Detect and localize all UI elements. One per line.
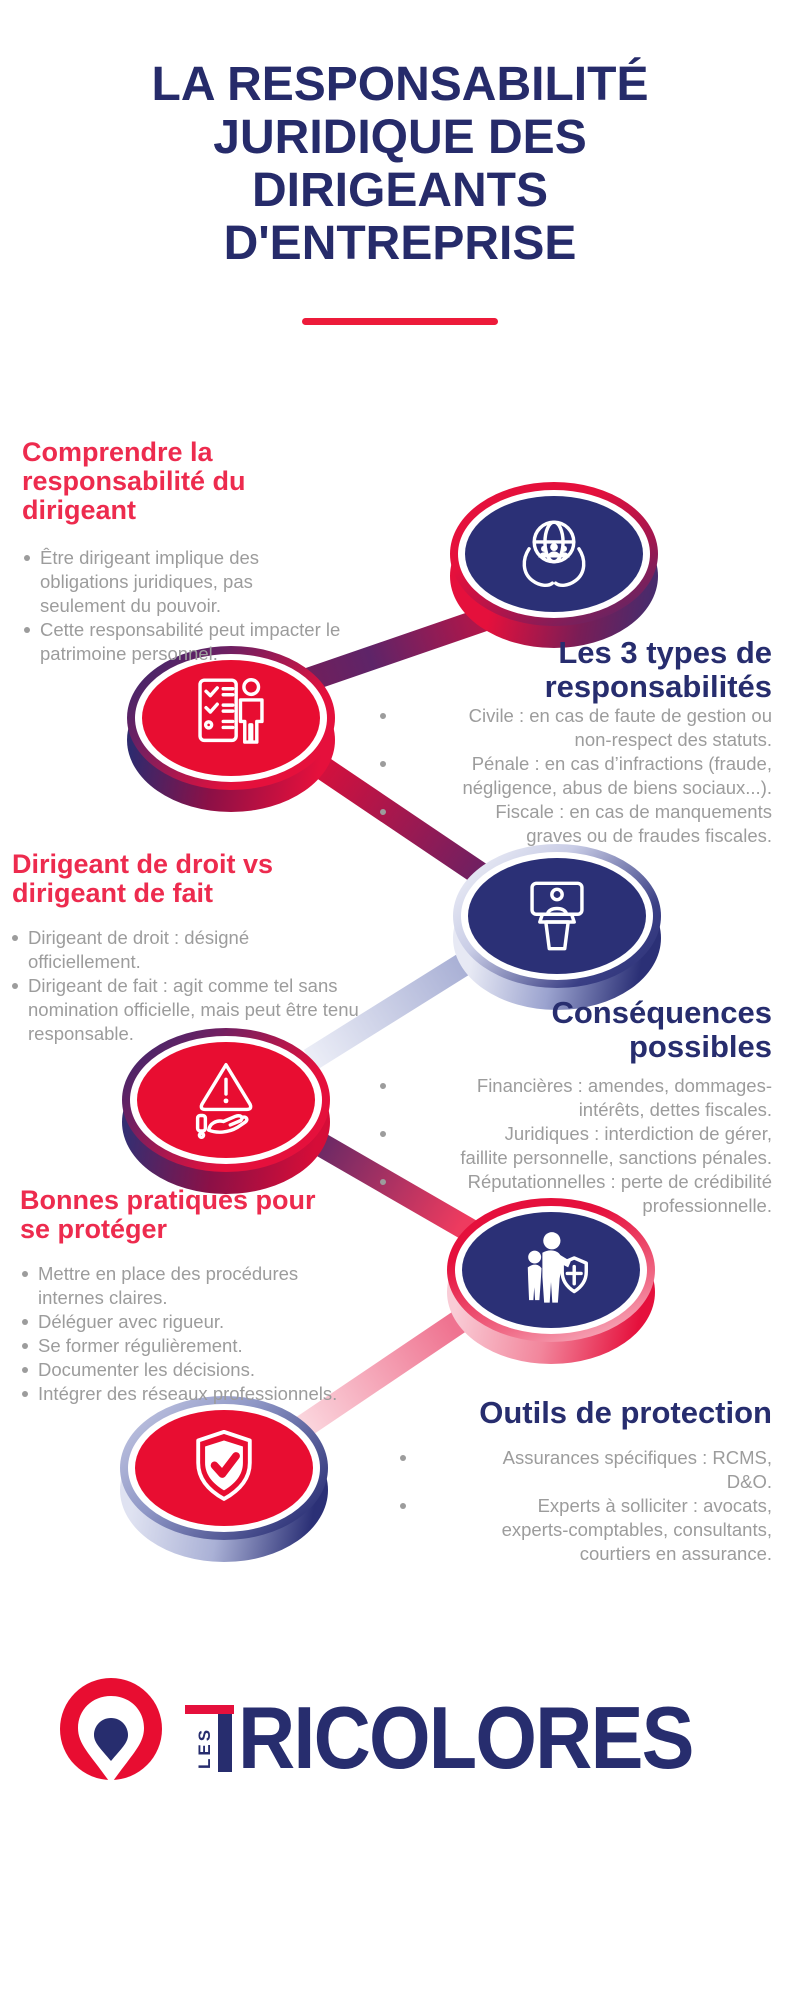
list-droit-fait: Dirigeant de droit : désigné officiellem…	[12, 926, 372, 1046]
list-item: Assurances spécifiques : RCMS, D&O.	[400, 1446, 772, 1494]
heading-consequences: Conséquences possibles	[551, 995, 772, 1064]
heading-3-types: Les 3 types de responsabilités	[544, 635, 772, 704]
list-item: Civile : en cas de faute de gestion ou n…	[380, 704, 772, 752]
list-item: Juridiques : interdiction de gérer, fail…	[380, 1122, 772, 1170]
bullet-dot	[22, 1367, 28, 1373]
list-outils: Assurances spécifiques : RCMS, D&O. Expe…	[400, 1446, 772, 1566]
disc-risk-warning	[122, 1028, 330, 1196]
list-consequences: Financières : amendes, dommages- intérêt…	[380, 1074, 772, 1218]
hands-globe-icon	[522, 520, 586, 588]
bullet-dot	[380, 1131, 386, 1137]
bullet-dot	[380, 809, 386, 815]
heading-droit-fait: Dirigeant de droit vs dirigeant de fait	[12, 849, 274, 908]
disc-face	[137, 1042, 315, 1158]
disc-face	[135, 1410, 313, 1526]
heading-comprendre: Comprendre la responsabilité du dirigean…	[22, 437, 246, 525]
shield-check-icon	[196, 1429, 252, 1501]
heading-outils: Outils de protection	[479, 1395, 772, 1430]
family-shield-icon	[527, 1232, 588, 1303]
list-item: Fiscale : en cas de manquements graves o…	[380, 800, 772, 848]
list-item: Déléguer avec rigueur.	[22, 1310, 352, 1334]
list-item: Pénale : en cas d’infractions (fraude, n…	[380, 752, 772, 800]
bullet-dot	[380, 761, 386, 767]
list-item: Documenter les décisions.	[22, 1358, 352, 1382]
list-3-types: Civile : en cas de faute de gestion ou n…	[380, 704, 772, 848]
bullet-dot	[22, 1271, 28, 1277]
bullet-dot	[22, 1343, 28, 1349]
title-divider	[302, 318, 498, 325]
disc-face	[462, 1212, 640, 1328]
bullet-dot	[24, 627, 30, 633]
disc-responsibility-types	[450, 482, 658, 650]
map-pin-icon	[60, 1678, 162, 1784]
list-comprendre: Être dirigeant implique des obligations …	[24, 546, 344, 666]
bullet-dot	[12, 935, 18, 941]
list-item: Dirigeant de fait : agit comme tel sans …	[12, 974, 372, 1046]
bullet-dot	[22, 1391, 28, 1397]
flag-red-bar	[185, 1705, 234, 1714]
bullet-dot	[380, 1179, 386, 1185]
list-item: Se former régulièrement.	[22, 1334, 352, 1358]
disc-understand-responsibility	[127, 646, 335, 814]
brand-logo: LES RICOLORES	[55, 1670, 755, 1800]
list-item: Être dirigeant implique des obligations …	[24, 546, 344, 618]
page-title: LA RESPONSABILITÉ JURIDIQUE DES DIRIGEAN…	[151, 58, 649, 270]
bullet-dot	[400, 1455, 406, 1461]
heading-bonnes-pratiques: Bonnes pratiques pour se protéger	[20, 1185, 316, 1244]
checklist-person-icon	[198, 678, 264, 744]
disc-face	[468, 858, 646, 974]
list-item: Réputationnelles : perte de crédibilité …	[380, 1170, 772, 1218]
list-item: Financières : amendes, dommages- intérêt…	[380, 1074, 772, 1122]
brand-les-label: LES	[195, 1726, 214, 1770]
list-item: Mettre en place des procédures internes …	[22, 1262, 352, 1310]
bullet-dot	[400, 1503, 406, 1509]
bullet-dot	[380, 713, 386, 719]
bullet-dot	[12, 983, 18, 989]
disc-face	[142, 660, 320, 776]
list-bonnes-pratiques: Mettre en place des procédures internes …	[22, 1262, 352, 1406]
disc-protected	[120, 1396, 328, 1564]
brand-name: RICOLORES	[238, 1688, 694, 1787]
warning-hand-icon	[195, 1063, 253, 1140]
bullet-dot	[380, 1083, 386, 1089]
disc-protection-tools	[447, 1198, 655, 1366]
bullet-dot	[22, 1319, 28, 1325]
podium-speaker-icon	[530, 881, 584, 951]
bullet-dot	[24, 555, 30, 561]
list-item: Intégrer des réseaux professionnels.	[22, 1382, 352, 1406]
list-item: Experts à solliciter : avocats, experts-…	[400, 1494, 772, 1566]
list-item: Dirigeant de droit : désigné officiellem…	[12, 926, 372, 974]
disc-consequences	[453, 844, 661, 1012]
disc-face	[465, 496, 643, 612]
brand-t-stem	[218, 1714, 232, 1772]
list-item: Cette responsabilité peut impacter le pa…	[24, 618, 344, 666]
